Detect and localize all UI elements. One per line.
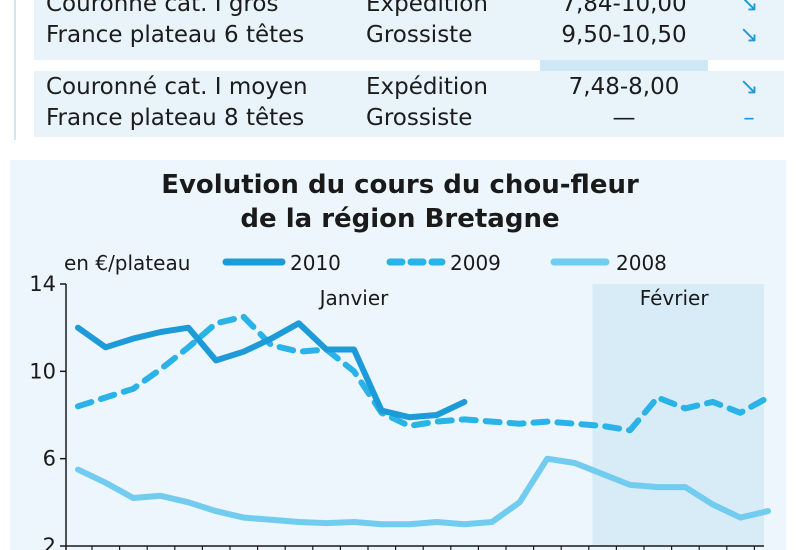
product-cell: Couronné cat. I moyen	[46, 74, 308, 100]
chart-title: Evolution du cours du chou-fleur de la r…	[0, 168, 800, 236]
price-cell: 9,50-10,50	[561, 22, 687, 48]
table-left-rule	[14, 0, 16, 140]
legend-label: 2008	[616, 251, 667, 275]
period-label: Février	[640, 286, 710, 310]
series-line-2009	[75, 313, 771, 434]
chart-title-line-1: Evolution du cours du chou-fleur	[161, 170, 639, 200]
table-row-group: Couronné cat. I gros Expédition 7,84-10,…	[34, 0, 784, 60]
price-cell: —	[612, 105, 636, 131]
legend-label: 2010	[290, 251, 341, 275]
series-line-2008	[75, 455, 771, 528]
y-tick-label: 10	[29, 359, 56, 383]
table-row-group: Couronné cat. I moyen Expédition 7,48-8,…	[34, 71, 784, 137]
y-tick-label: 14	[29, 272, 56, 296]
stage-cell: Expédition	[366, 0, 488, 17]
series-line-2010	[75, 320, 468, 421]
product-cell: Couronné cat. I gros	[46, 0, 279, 17]
february-band	[592, 284, 764, 546]
unit-label: en €/plateau	[64, 251, 190, 275]
price-cell: 7,48-8,00	[568, 74, 680, 100]
legend-label: 2009	[450, 251, 501, 275]
y-tick-label: 2	[43, 534, 56, 550]
trend-down-icon: ↘	[739, 0, 759, 17]
stage-cell: Grossiste	[366, 22, 473, 48]
period-label: Janvier	[318, 286, 390, 310]
y-tick-label: 6	[43, 447, 56, 471]
product-cell: France plateau 8 têtes	[46, 105, 305, 131]
stage-cell: Expédition	[366, 74, 488, 100]
trend-flat-icon: –	[743, 105, 755, 131]
chart-title-line-2: de la région Bretagne	[240, 204, 560, 234]
trend-down-icon: ↘	[739, 22, 759, 48]
product-cell: France plateau 6 têtes	[46, 22, 305, 48]
price-cell: 7,84-10,00	[561, 0, 687, 17]
trend-down-icon: ↘	[739, 74, 759, 100]
stage-cell: Grossiste	[366, 105, 473, 131]
price-table: Couronné cat. I gros Expédition 7,84-10,…	[0, 0, 800, 152]
